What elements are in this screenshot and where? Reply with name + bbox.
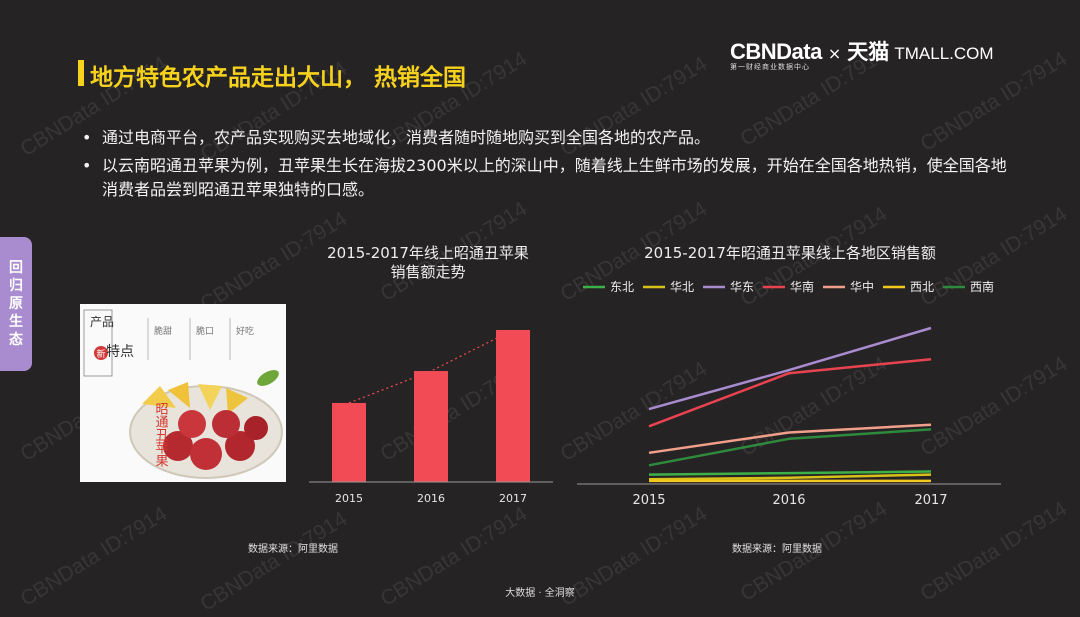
bullet-text: 以云南昭通丑苹果为例，丑苹果生长在海拔2300米以上的深山中，随着线上生鲜市场的… — [102, 156, 1007, 199]
photo-heading-b: 特点 — [106, 344, 134, 360]
cbndata-subtitle: 第一财经商业数据中心 — [730, 63, 810, 71]
bar-chart-bar — [496, 330, 530, 482]
cbndata-logo-text: CBNData — [730, 39, 822, 64]
legend-label: 华南 — [790, 279, 814, 294]
side-tab-char: 态 — [9, 332, 23, 348]
footer-slogan: 大数据 · 全洞察 — [505, 588, 575, 599]
tmall-logo-en: TMALL.COM — [894, 44, 994, 63]
brand-logo: CBNData × 天猫 TMALL.COM 第一财经商业数据中心 — [730, 36, 994, 71]
legend-label: 华中 — [850, 279, 874, 294]
tmall-logo-cn: 天猫 — [847, 40, 890, 64]
legend-label: 东北 — [610, 280, 634, 294]
bullet-item: • 以云南昭通丑苹果为例，丑苹果生长在海拔2300米以上的深山中，随着线上生鲜市… — [82, 154, 1012, 202]
legend-label: 华东 — [730, 280, 754, 294]
page-title: 地方特色农产品走出大山， 热销全国 — [90, 65, 467, 91]
title-accent-bar — [78, 60, 84, 86]
side-tab-char: 回 — [9, 260, 23, 276]
bullet-list: • 通过电商平台，农产品实现购买去地域化，消费者随时随地购买到全国各地的农产品。… — [82, 126, 1012, 206]
legend-label: 华北 — [670, 280, 694, 294]
photo-col-text: 脆口 — [196, 325, 214, 337]
times-sign: × — [827, 44, 842, 63]
line-chart-x-tick: 2017 — [914, 493, 947, 508]
bar-chart-title-line: 2015-2017年线上昭通丑苹果 — [327, 244, 529, 262]
section-side-tab: 回 归 原 生 态 — [0, 237, 32, 371]
line-chart-x-tick: 2016 — [772, 493, 805, 508]
photo-col-text: 脆甜 — [154, 325, 172, 337]
side-tab-char: 归 — [9, 278, 23, 294]
bar-chart-bar — [414, 371, 448, 482]
bullet-text: 通过电商平台，农产品实现购买去地域化，消费者随时随地购买到全国各地的农产品。 — [102, 128, 711, 147]
bar-chart: 2015 2016 2017 — [309, 329, 553, 505]
photo-heading-a: 产品 — [90, 315, 114, 329]
line-series — [648, 473, 932, 481]
line-chart-x-tick: 2015 — [632, 493, 665, 508]
line-series — [648, 326, 932, 411]
line-series — [648, 357, 932, 428]
photo-col-text: 好吃 — [236, 325, 254, 337]
bar-chart-title: 2015-2017年线上昭通丑苹果 销售额走势 — [298, 244, 558, 282]
bar-chart-x-tick: 2016 — [417, 492, 445, 505]
bullet-dot: • — [82, 156, 92, 175]
line-chart-source: 数据来源：阿里数据 — [732, 544, 822, 555]
bar-chart-x-tick: 2017 — [499, 492, 527, 505]
legend-label: 西南 — [970, 279, 994, 294]
bar-chart-bar — [332, 402, 366, 482]
watermark-text: CBNData ID:7914 — [196, 507, 352, 616]
line-chart-title: 2015-2017年昭通丑苹果线上各地区销售额 — [644, 244, 936, 262]
line-series — [648, 428, 932, 467]
legend-label: 西北 — [910, 280, 934, 294]
bar-chart-x-tick: 2015 — [335, 492, 363, 505]
bullet-dot: • — [82, 128, 92, 147]
bullet-item: • 通过电商平台，农产品实现购买去地域化，消费者随时随地购买到全国各地的农产品。 — [82, 126, 1012, 150]
bar-chart-source: 数据来源：阿里数据 — [248, 544, 338, 555]
line-series — [648, 423, 932, 455]
product-photo: 产品 新 特点 脆甜 脆口 好吃 昭通丑苹果 — [80, 304, 286, 482]
new-badge-icon — [94, 346, 108, 360]
photo-product-name: 昭通丑苹果 — [153, 402, 169, 467]
side-tab-char: 原 — [9, 296, 23, 312]
line-chart: 东北 华北 华东 华南 华中 西北 西南 2015 2016 2017 — [577, 279, 1001, 508]
line-series — [648, 470, 932, 476]
bar-chart-title-line: 销售额走势 — [390, 263, 466, 281]
product-photo-art: 产品 新 特点 脆甜 脆口 好吃 昭通丑苹果 — [80, 304, 286, 482]
side-tab-char: 生 — [9, 314, 23, 330]
photo-badge: 新 — [96, 348, 105, 360]
